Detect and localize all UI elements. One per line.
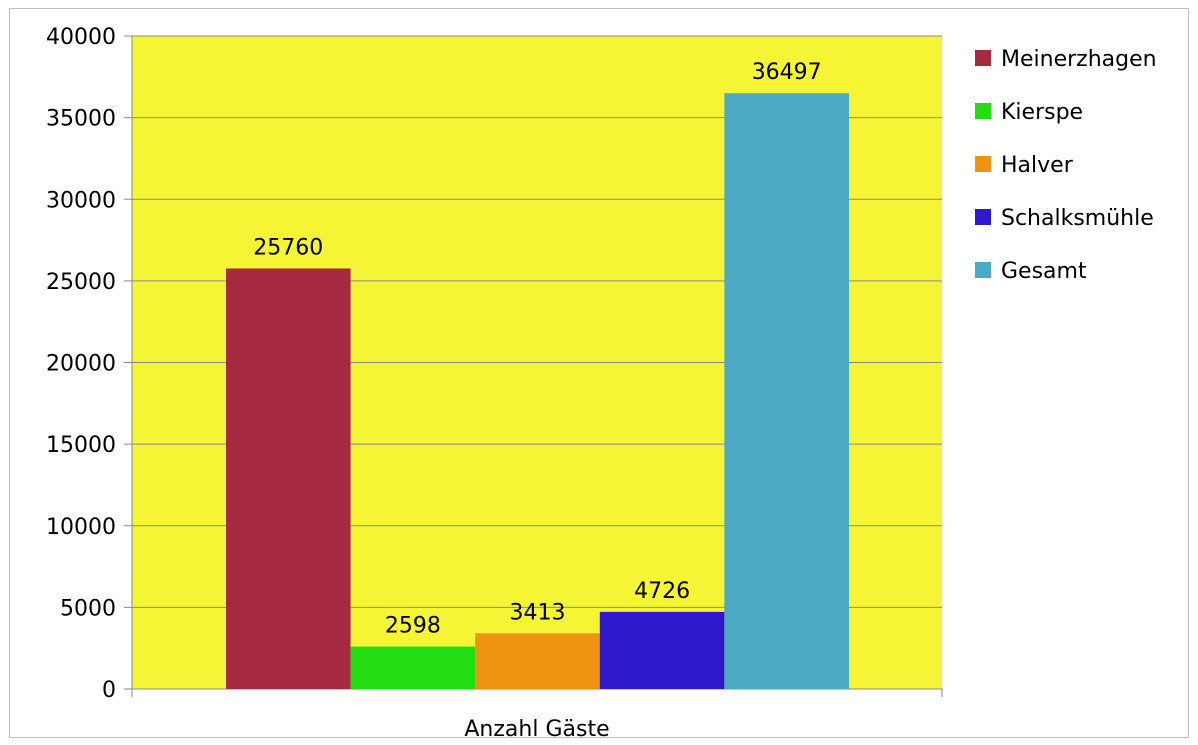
data-label: 4726 <box>634 579 690 604</box>
bar-schalksmühle <box>599 611 725 689</box>
y-tick-label: 5000 <box>60 596 116 621</box>
bar-gesamt <box>724 93 849 690</box>
legend-swatch <box>975 156 991 172</box>
data-label: 25760 <box>253 235 323 260</box>
legend-swatch <box>975 50 991 66</box>
y-tick-label: 0 <box>102 678 116 703</box>
legend-label: Meinerzhagen <box>1001 47 1157 72</box>
legend-swatch <box>975 103 991 119</box>
legend-label: Kierspe <box>1001 100 1083 125</box>
legend-label: Gesamt <box>1001 259 1087 284</box>
y-tick-label: 40000 <box>46 25 116 50</box>
x-category-label: Anzahl Gäste <box>464 717 609 742</box>
y-tick-label: 15000 <box>46 433 116 458</box>
legend-swatch <box>975 262 991 278</box>
bar-meinerzhagen <box>226 268 351 689</box>
y-tick-label: 10000 <box>46 515 116 540</box>
legend-label: Halver <box>1001 153 1074 178</box>
y-tick-label: 25000 <box>46 270 116 295</box>
bar-kierspe <box>350 646 476 689</box>
data-label: 3413 <box>510 600 566 625</box>
y-tick-label: 35000 <box>46 107 116 132</box>
legend-label: Schalksmühle <box>1001 206 1154 231</box>
legend-swatch <box>975 209 991 225</box>
bar-halver <box>475 633 600 689</box>
y-tick-label: 20000 <box>46 352 116 377</box>
data-label: 36497 <box>752 60 822 85</box>
data-label: 2598 <box>385 614 441 639</box>
y-tick-label: 30000 <box>46 188 116 213</box>
